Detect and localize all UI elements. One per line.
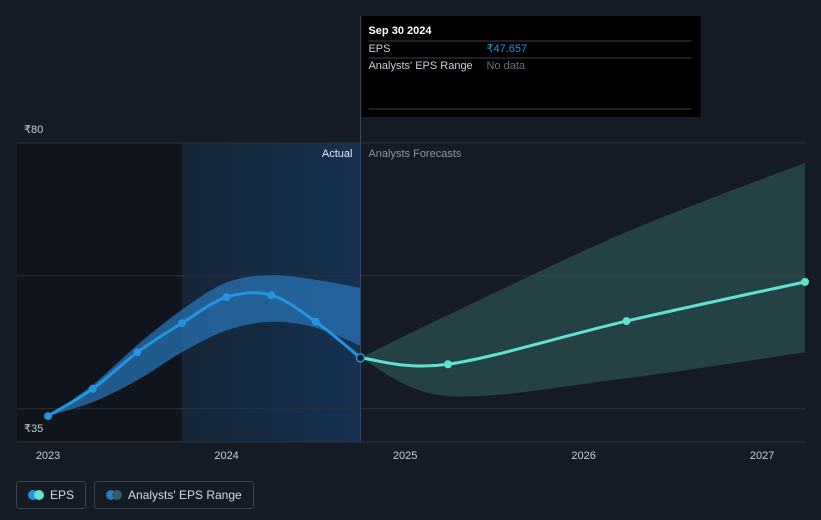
tooltip [361, 16, 701, 117]
legend-swatch [28, 490, 44, 500]
tooltip-value: ₹47.657 [486, 43, 527, 55]
tooltip-title: Sep 30 2024 [368, 25, 432, 37]
range-band [48, 275, 361, 417]
x-tick-label: 2024 [214, 450, 238, 462]
point [88, 384, 97, 393]
x-tick-label: 2025 [393, 450, 417, 462]
point [311, 317, 320, 326]
point [44, 412, 53, 421]
legend-swatch [106, 490, 123, 500]
tooltip-label: EPS [368, 43, 390, 55]
point [443, 360, 452, 369]
tooltip-label: Analysts' EPS Range [368, 60, 472, 72]
point [801, 277, 809, 286]
y-tick-label: ₹80 [24, 124, 43, 136]
annotation: Actual [322, 148, 353, 160]
range-band [360, 162, 805, 397]
legend-item[interactable]: Analysts' EPS Range [94, 481, 254, 509]
point [177, 319, 186, 328]
point [222, 293, 231, 302]
legend: EPS Analysts' EPS Range [16, 481, 254, 509]
annotation: Analysts Forecasts [368, 148, 461, 160]
point [622, 317, 631, 326]
point [267, 291, 276, 300]
point [133, 348, 142, 357]
legend-item[interactable]: EPS [16, 481, 87, 509]
y-tick-label: ₹35 [24, 423, 43, 435]
line [360, 280, 806, 368]
x-tick-label: 2026 [571, 450, 595, 462]
x-tick-label: 2027 [750, 450, 774, 462]
point [355, 353, 366, 363]
legend-label: EPS [50, 488, 75, 502]
x-tick-label: 2023 [36, 450, 60, 462]
legend-label: Analysts' EPS Range [128, 488, 242, 502]
line [47, 291, 362, 418]
tooltip-value: No data [486, 60, 525, 72]
